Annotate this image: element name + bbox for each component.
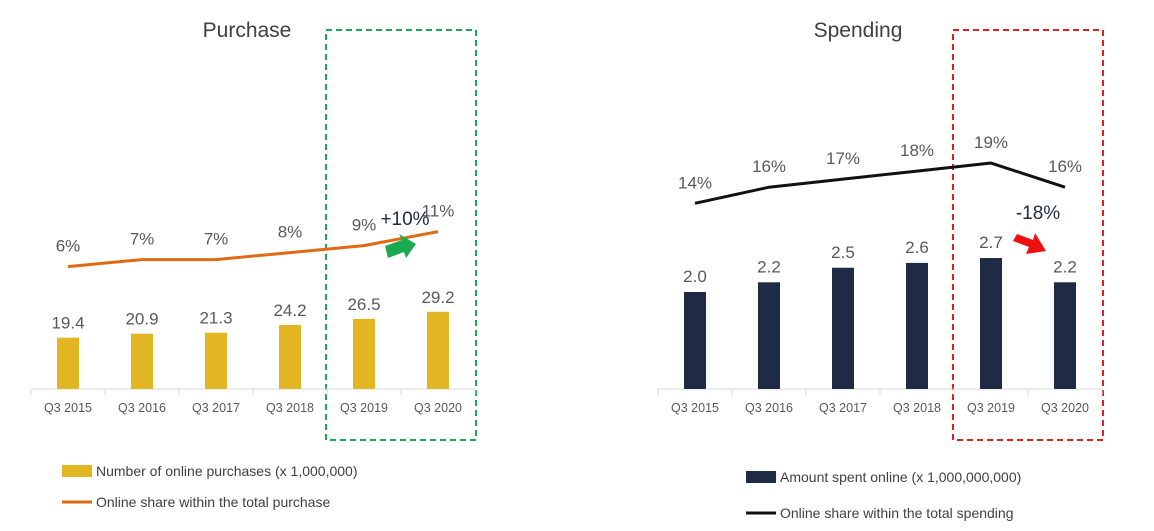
line-series: [694, 161, 1066, 205]
bar-data-label: 2.2: [1053, 257, 1077, 276]
legend-label-bar: Number of online purchases (x 1,000,000): [96, 463, 357, 479]
line-data-label: 18%: [900, 141, 934, 160]
bar-data-label: 24.2: [273, 301, 306, 320]
plot-area: 2.0 Q3 2015 2.2 Q3 2016 2.5 Q3 2017 2.6 Q3 2018…: [657, 133, 1103, 415]
x-tick-label: Q3 2016: [745, 401, 793, 415]
bar: [1054, 282, 1076, 389]
chart-title: Spending: [814, 19, 903, 42]
bar-data-label: 2.0: [683, 267, 707, 286]
bar: [353, 318, 375, 389]
legend-swatch-bar: [746, 471, 776, 483]
bar-data-label: 2.2: [757, 257, 781, 276]
bar-data-label: 20.9: [125, 310, 158, 329]
bar: [279, 324, 301, 389]
x-tick-label: Q3 2019: [340, 401, 388, 415]
change-annotation: -18%: [1016, 203, 1060, 224]
bar: [980, 258, 1002, 389]
line-data-label: 14%: [678, 173, 712, 192]
x-tick-label: Q3 2018: [266, 401, 314, 415]
bar-data-label: 2.5: [831, 243, 855, 262]
down-arrow-icon: [1013, 233, 1046, 254]
legend: Amount spent online (x 1,000,000,000) On…: [746, 469, 1021, 521]
bar-data-label: 26.5: [347, 295, 380, 314]
bar-data-label: 2.6: [905, 238, 929, 257]
line-data-label: 17%: [826, 149, 860, 168]
plot-area: 19.4 Q3 2015 20.9 Q3 2016 21.3 Q3 2017 24.2 Q3 …: [30, 202, 476, 415]
x-tick-label: Q3 2017: [192, 401, 240, 415]
x-tick-label: Q3 2019: [967, 401, 1015, 415]
bar-data-label: 19.4: [51, 314, 84, 333]
line-data-label: 16%: [752, 157, 786, 176]
bar: [427, 311, 449, 389]
line-data-label: 9%: [352, 216, 377, 235]
line-data-label: 19%: [974, 133, 1008, 152]
line-data-label: 11%: [422, 202, 455, 221]
line-data-label: 16%: [1048, 157, 1082, 176]
x-tick-label: Q3 2018: [893, 401, 941, 415]
legend-label-line: Online share within the total spending: [780, 505, 1013, 521]
bar: [131, 333, 153, 389]
up-arrow-icon: [385, 234, 416, 258]
bar-data-label: 2.7: [979, 233, 1003, 252]
x-tick-label: Q3 2015: [44, 401, 92, 415]
line-series: [67, 230, 439, 269]
purchase-chart: Purchase 19.4 Q3 2015 20.9 Q3 2016 21.3 Q3 20…: [30, 19, 477, 510]
highlight-box: [952, 29, 1104, 441]
x-tick-label: Q3 2015: [671, 401, 719, 415]
line-data-label: 6%: [56, 237, 81, 256]
x-tick-label: Q3 2016: [118, 401, 166, 415]
legend-label-line: Online share within the total purchase: [96, 494, 330, 510]
bar: [758, 282, 780, 389]
line-data-label: 7%: [130, 230, 155, 249]
legend-swatch-bar: [62, 465, 92, 477]
bar: [832, 267, 854, 389]
line-data-label: 8%: [278, 223, 303, 242]
bar-data-label: 21.3: [199, 309, 232, 328]
bar: [57, 337, 79, 389]
x-tick-label: Q3 2017: [819, 401, 867, 415]
highlight-box: [325, 29, 477, 441]
legend-label-bar: Amount spent online (x 1,000,000,000): [780, 469, 1021, 485]
x-tick-label: Q3 2020: [414, 401, 462, 415]
legend: Number of online purchases (x 1,000,000)…: [62, 463, 357, 510]
bar: [906, 262, 928, 389]
change-annotation: +10%: [380, 209, 429, 230]
chart-title: Purchase: [203, 19, 292, 42]
line-data-label: 7%: [204, 230, 229, 249]
bar-data-label: 29.2: [421, 288, 454, 307]
bar: [205, 332, 227, 389]
bar: [684, 292, 706, 389]
x-tick-label: Q3 2020: [1041, 401, 1089, 415]
